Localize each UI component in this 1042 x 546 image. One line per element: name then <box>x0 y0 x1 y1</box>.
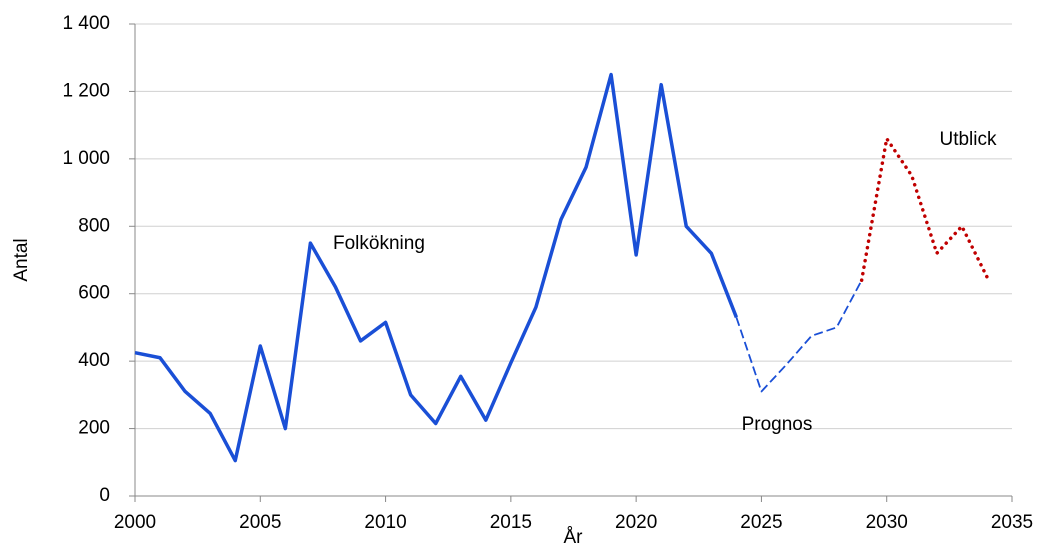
y-tick-label: 1 200 <box>62 80 110 101</box>
line-series <box>859 136 989 282</box>
x-tick-label: 2020 <box>615 512 657 533</box>
y-tick-label: 1 400 <box>62 13 110 34</box>
x-tick-label: 2005 <box>239 512 281 533</box>
line-series <box>134 72 739 463</box>
line-series <box>735 279 863 393</box>
x-axis-label: År <box>564 527 584 546</box>
x-tick-label: 2010 <box>364 512 406 533</box>
x-tick-label: 2000 <box>114 512 156 533</box>
x-tick-label: 2015 <box>490 512 532 533</box>
annotation: Utblick <box>939 129 997 150</box>
x-tick-label: 2030 <box>866 512 908 533</box>
y-tick-label: 400 <box>78 350 110 371</box>
x-tick-label: 2025 <box>740 512 782 533</box>
y-tick-label: 200 <box>78 418 110 439</box>
y-tick-label: 1 000 <box>62 148 110 169</box>
y-tick-label: 800 <box>78 215 110 236</box>
x-tick-label: 2035 <box>991 512 1033 533</box>
annotation: Prognos <box>742 414 813 435</box>
y-tick-label: 600 <box>78 283 110 304</box>
y-axis-label: Antal <box>11 238 32 281</box>
annotation: Folkökning <box>333 233 425 254</box>
y-tick-label: 0 <box>99 485 110 506</box>
